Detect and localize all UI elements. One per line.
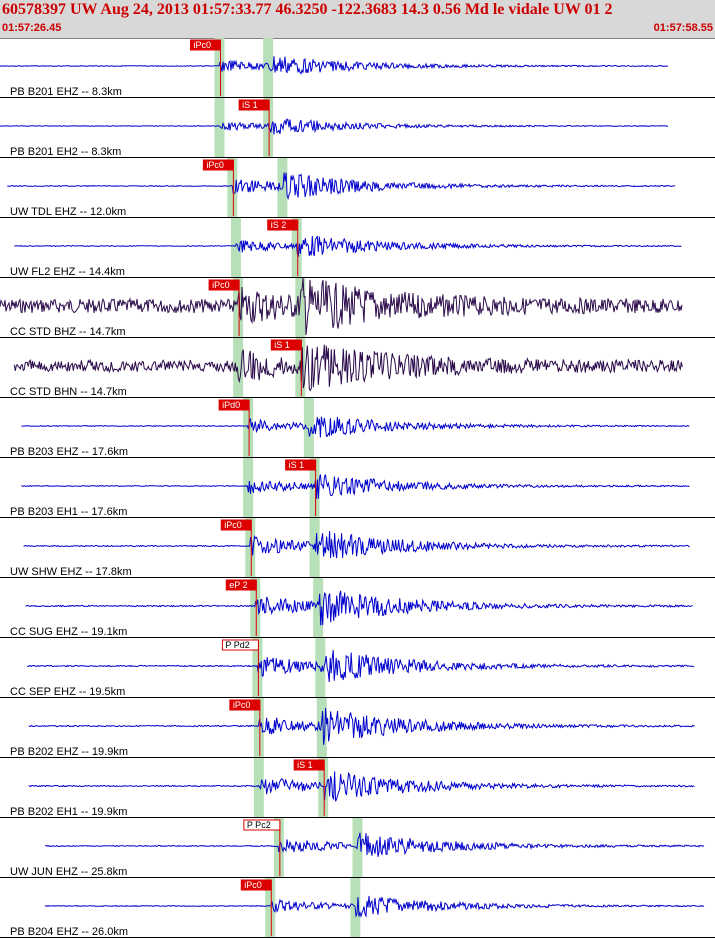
trace-waveform (23, 531, 690, 559)
pick-label: eP 2 (229, 580, 247, 590)
s-window (309, 458, 320, 518)
pick-label: iS 1 (289, 460, 305, 470)
trace-waveform (0, 118, 669, 135)
p-window (230, 218, 241, 278)
p-window (273, 818, 284, 878)
pick-label: iS 1 (242, 100, 258, 110)
pick-label-box (202, 159, 234, 171)
pick-label: iS 1 (297, 760, 313, 770)
pick-label-box (270, 339, 302, 351)
trace-label: PB B202 EH1 -- 19.9km (10, 806, 127, 818)
pick-label: iPc0 (224, 520, 242, 530)
trace-waveform (7, 172, 676, 201)
pick-label-box (220, 519, 252, 531)
s-window (316, 698, 327, 758)
pick-label-box (293, 759, 325, 771)
trace-label: UW SHW EHZ -- 17.8km (10, 566, 132, 578)
p-window (245, 518, 256, 578)
trace-label: CC STD BHN -- 14.7km (10, 386, 127, 398)
seismogram-plot: iPc0 PB B201 EHZ -- 8.3km iS 1 PB B201 EH2 … (0, 38, 715, 938)
trace-label: UW FL2 EHZ -- 14.4km (10, 266, 125, 278)
trace-label: UW TDL EHZ -- 12.0km (10, 206, 126, 218)
pick-label-box (225, 579, 257, 591)
trace-label: CC SEP EHZ -- 19.5km (10, 686, 125, 698)
trace-label: PB B201 EHZ -- 8.3km (10, 86, 122, 98)
pick-label: iPc0 (244, 880, 262, 890)
p-window (250, 578, 261, 638)
pick-label-box (221, 639, 259, 651)
trace-waveform (44, 832, 705, 857)
pick-label-box (243, 819, 281, 831)
trace-waveform (0, 277, 683, 335)
pick-label: P Pd2 (225, 640, 249, 650)
trace-waveform (13, 344, 683, 392)
pick-label-box (218, 399, 250, 411)
pick-label-box (267, 219, 299, 231)
trace-label: CC STD BHZ -- 14.7km (10, 326, 126, 338)
trace-waveform (28, 771, 695, 802)
p-window (214, 98, 225, 158)
trace-waveform (25, 590, 693, 626)
pick-label: iS 2 (271, 220, 287, 230)
p-window (253, 758, 264, 818)
pick-label: iPd0 (222, 400, 240, 410)
s-window (303, 398, 314, 458)
s-window (309, 518, 320, 578)
p-window (253, 698, 264, 758)
p-window (265, 878, 276, 938)
trace-waveform (27, 650, 695, 683)
trace-waveform (14, 235, 682, 257)
trace-waveform (0, 56, 669, 75)
end-time: 01:57:58.55 (653, 22, 713, 34)
pick-label-box (208, 279, 240, 291)
pick-label-box (229, 699, 261, 711)
s-window (263, 98, 274, 158)
trace-label: CC SUG EHZ -- 19.1km (10, 626, 127, 638)
trace-label: PB B202 EHZ -- 19.9km (10, 746, 128, 758)
event-header: 60578397 UW Aug 24, 2013 01:57:33.77 46.… (0, 0, 715, 39)
pick-label: P Pc2 (247, 820, 271, 830)
trace-waveform (21, 416, 690, 438)
p-window (233, 338, 244, 398)
pick-label: iS 1 (274, 340, 290, 350)
s-window (263, 38, 274, 98)
trace-label: PB B203 EH1 -- 17.6km (10, 506, 127, 518)
p-window (214, 38, 225, 98)
event-title: 60578397 UW Aug 24, 2013 01:57:33.77 46.… (2, 1, 613, 18)
p-window (233, 278, 244, 338)
trace-waveform (44, 895, 705, 918)
pick-label-box (240, 879, 272, 891)
pick-label-box (238, 99, 270, 111)
pick-label: iPc0 (194, 40, 212, 50)
pick-label-box (190, 39, 222, 51)
s-window (295, 278, 306, 338)
trace-waveform (28, 707, 695, 745)
pick-label: iPc0 (212, 280, 230, 290)
trace-label: UW JUN EHZ -- 25.8km (10, 866, 127, 878)
trace-label: PB B201 EH2 -- 8.3km (10, 146, 121, 158)
trace-label: PB B203 EHZ -- 17.6km (10, 446, 128, 458)
s-window (318, 758, 329, 818)
trace-label: PB B204 EHZ -- 26.0km (10, 926, 128, 938)
start-time: 01:57:26.45 (2, 22, 62, 34)
pick-label: iPc0 (206, 160, 224, 170)
s-window (313, 578, 324, 638)
trace-waveform (21, 474, 690, 499)
pick-label-box (285, 459, 317, 471)
pick-label: iPc0 (233, 700, 251, 710)
